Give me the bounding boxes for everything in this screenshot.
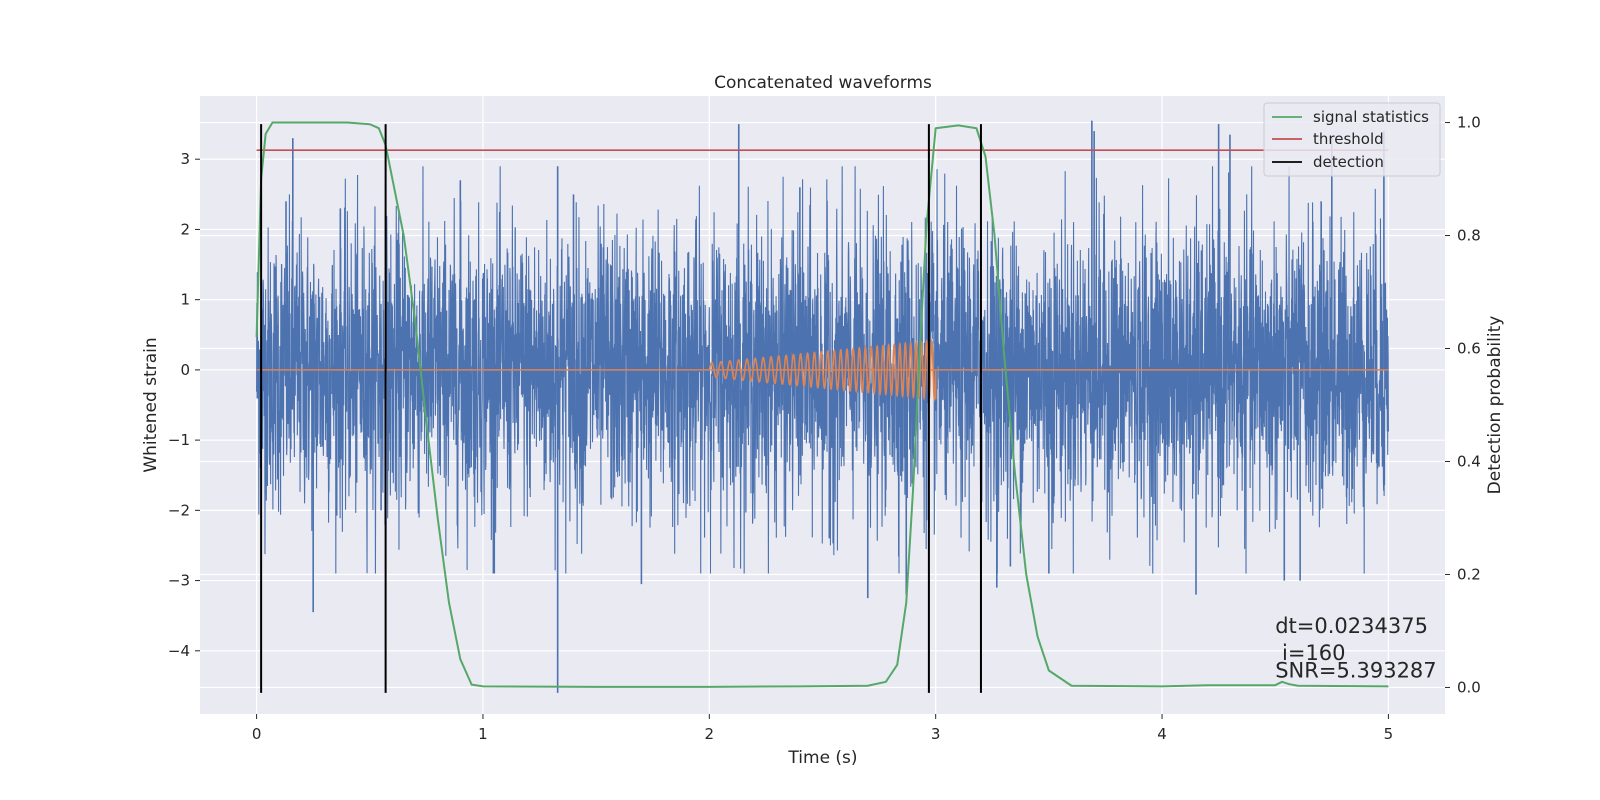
y-tick-label: −1 [168,431,190,449]
y-axis-label-right: Detection probability [1485,316,1505,495]
y-tick-label: −4 [168,642,190,660]
annotation-text: dt=0.0234375 [1275,614,1428,638]
y-tick-label-right: 0.4 [1457,452,1481,470]
y-tick-label: 0 [180,361,190,379]
legend-label-detection: detection [1313,153,1384,171]
data-area [255,120,1389,693]
x-tick-label: 4 [1157,725,1167,743]
y-tick-label: 1 [180,291,190,309]
y-tick-label: −3 [168,572,190,590]
y-tick-label-right: 0.0 [1457,678,1481,696]
legend-label-threshold: threshold [1313,130,1384,148]
y-tick-label-right: 0.8 [1457,227,1481,245]
y-tick-label: −2 [168,501,190,519]
series-template-chirp [708,338,937,403]
legend: signal statistics threshold detection [1263,102,1441,177]
y-tick-label: 2 [180,220,190,238]
x-tick-label: 5 [1384,725,1394,743]
legend-label-signal-statistics: signal statistics [1313,108,1429,126]
y-tick-label-right: 0.6 [1457,340,1481,358]
y-tick-label: 3 [180,150,190,168]
x-tick-label: 0 [252,725,262,743]
series-signal-statistics-line [255,121,1389,688]
y-tick-label-right: 1.0 [1457,114,1481,132]
x-tick-label: 2 [705,725,715,743]
axes: 0 1 2 3 4 5 −4 −3 −2 −1 0 1 2 3 0.0 0.2 0.4 0.6 0.8 1.0 [168,114,1481,743]
chart-title: Concatenated waveforms [714,73,932,93]
annotation-text: i=160 [1282,641,1346,665]
x-tick-label: 3 [931,725,941,743]
y-tick-label-right: 0.2 [1457,565,1481,583]
legend-box [1263,102,1441,177]
y-axis-label: Whitened strain [141,337,161,472]
annotation-text: SNR=5.393287 [1275,658,1436,682]
x-axis-label: Time (s) [787,748,857,768]
x-tick-label: 1 [478,725,488,743]
